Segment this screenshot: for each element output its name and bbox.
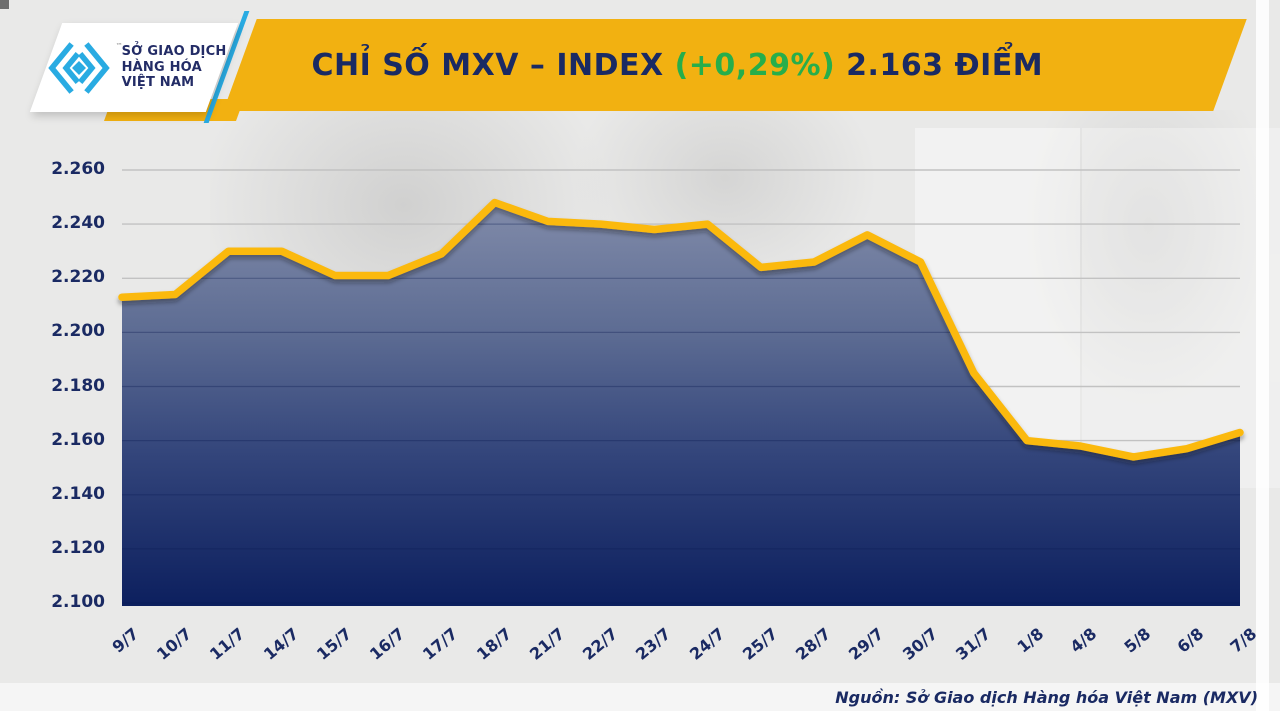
mxv-logo-card: ™ SỞ GIAO DỊCH HÀNG HÓA VIỆT NAM <box>29 23 239 112</box>
y-axis-tick-label: 2.100 <box>51 592 105 612</box>
y-axis-tick-label: 2.260 <box>51 159 105 179</box>
title-change-percent: (+0,29%) <box>674 47 836 83</box>
y-axis-tick-label: 2.180 <box>51 375 105 396</box>
title-value: 2.163 ĐIỂM <box>835 47 1044 83</box>
right-edge-strip <box>1256 0 1269 712</box>
corner-chip <box>0 0 9 9</box>
y-axis-tick-label: 2.200 <box>51 321 105 342</box>
y-axis-tick-label: 2.140 <box>51 483 105 504</box>
title-banner: CHỈ SỐ MXV – INDEX (+0,29%) 2.163 ĐIỂM <box>223 19 1247 111</box>
source-attribution: Nguồn: Sở Giao dịch Hàng hóa Việt Nam (M… <box>835 687 1258 707</box>
y-axis-tick-label: 2.120 <box>51 537 105 558</box>
y-axis-tick-label: 2.220 <box>51 267 105 288</box>
title-main: CHỈ SỐ MXV – INDEX <box>311 47 675 83</box>
bottom-edge-strip <box>0 711 1280 720</box>
source-footer-bar: Nguồn: Sở Giao dịch Hàng hóa Việt Nam (M… <box>0 683 1280 711</box>
index-area-fill <box>122 202 1240 606</box>
mxv-logo-text: SỞ GIAO DỊCH HÀNG HÓA VIỆT NAM <box>121 43 227 91</box>
index-line-series <box>118 198 1244 461</box>
y-axis-tick-label: 2.240 <box>51 213 105 234</box>
mxv-logo-icon: ™ <box>42 40 123 96</box>
y-axis-tick-label: 2.160 <box>51 429 105 450</box>
chart-title: CHỈ SỐ MXV – INDEX (+0,29%) 2.163 ĐIỂM <box>240 48 1230 83</box>
trademark-symbol: ™ <box>115 41 123 50</box>
